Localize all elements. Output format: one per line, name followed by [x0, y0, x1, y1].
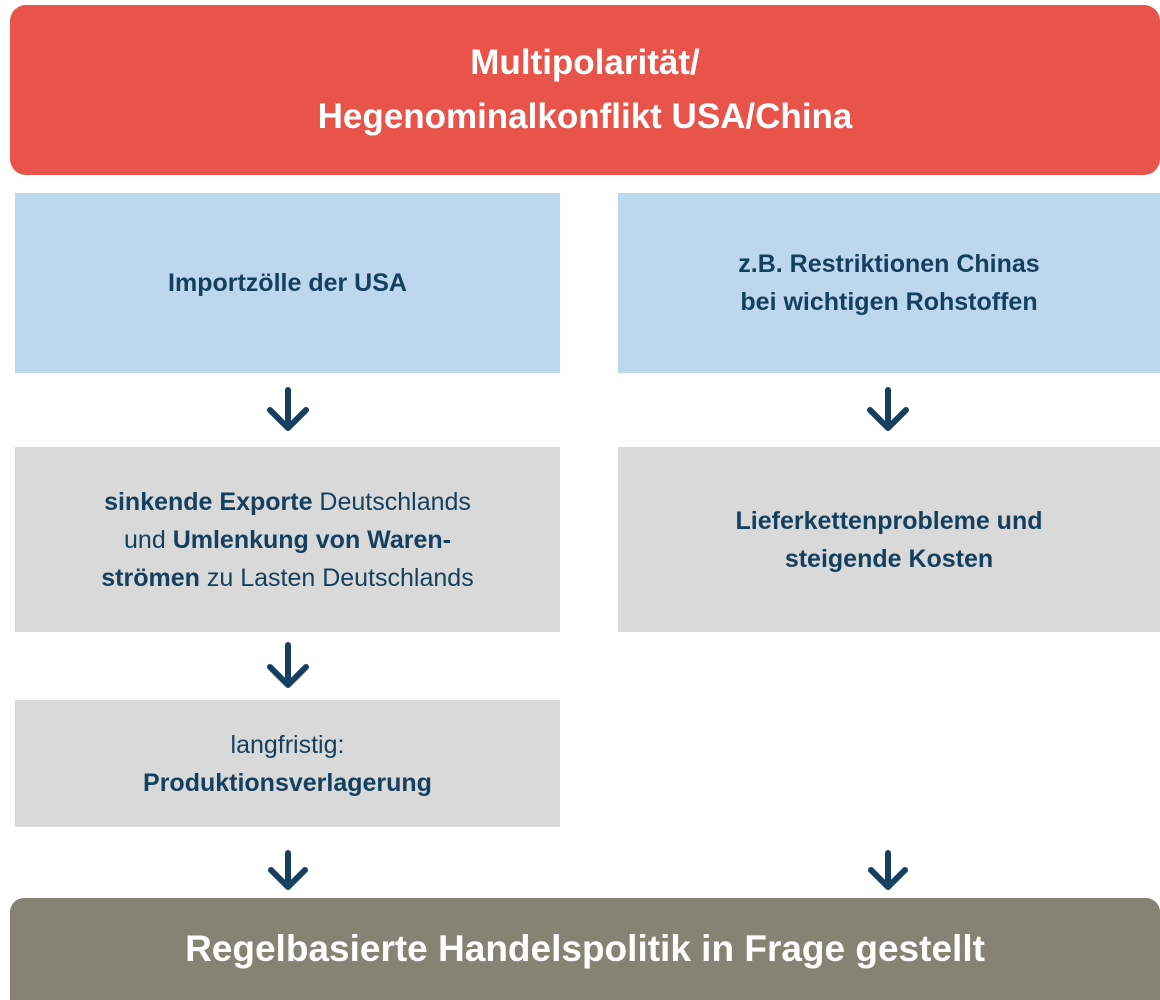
footer-title: Regelbasierte Handelspolitik in Frage ge…	[185, 928, 985, 969]
arrow	[268, 850, 308, 890]
text-run: Deutschlands	[312, 487, 471, 516]
arrow	[267, 642, 309, 688]
cause-box: Importzölle der USA	[15, 193, 560, 373]
cause-box: z.B. Restriktionen Chinas bei wichtigen R…	[618, 193, 1160, 373]
text-run: strömen	[101, 563, 200, 592]
text-run: bei wichtigen Rohstoffen	[740, 288, 1038, 316]
arrow	[267, 387, 309, 431]
text-run: Umlenkung von Waren-	[172, 525, 451, 554]
text-run: z.B. Restriktionen Chinas	[738, 250, 1040, 278]
text-run: Importzölle der USA	[168, 269, 407, 297]
text-line: Importzölle der USA	[168, 264, 407, 302]
text-line: langfristig:	[231, 726, 345, 764]
text-run: Produktionsverlagerung	[143, 768, 432, 797]
text-run: sinkende Exporte	[104, 487, 313, 516]
text-run: zu Lasten Deutschlands	[199, 563, 474, 592]
header-line: Hegenominalkonflikt USA/China	[317, 97, 853, 136]
text-line: Lieferkettenprobleme und	[736, 502, 1043, 540]
text-run: langfristig:	[230, 730, 345, 759]
text-run: steigende Kosten	[784, 544, 994, 573]
header-line: Multipolarität/	[470, 43, 700, 82]
effect-box: sinkende Exporte Deutschlands und Umlenku…	[15, 447, 560, 632]
text-run: und	[124, 525, 173, 554]
footer-box: Regelbasierte Handelspolitik in Frage ge…	[10, 898, 1160, 1000]
arrow	[867, 387, 909, 431]
effect-box: langfristig: Produktionsverlagerung	[15, 700, 560, 827]
arrow	[868, 850, 908, 890]
text-line: strömen zu Lasten Deutschlands	[101, 559, 473, 597]
header-box: Multipolarität/ Hegenominalkonflikt USA/…	[10, 5, 1160, 175]
effect-box: Lieferkettenprobleme und steigende Kosten	[618, 447, 1160, 632]
text-run: Lieferkettenprobleme und	[735, 506, 1043, 535]
text-line: sinkende Exporte Deutschlands	[104, 483, 471, 521]
text-line: und Umlenkung von Waren-	[124, 521, 451, 559]
text-line: steigende Kosten	[785, 540, 993, 578]
text-line: z.B. Restriktionen Chinas	[738, 245, 1039, 283]
text-line: bei wichtigen Rohstoffen	[740, 283, 1037, 321]
text-line: Produktionsverlagerung	[143, 764, 432, 802]
